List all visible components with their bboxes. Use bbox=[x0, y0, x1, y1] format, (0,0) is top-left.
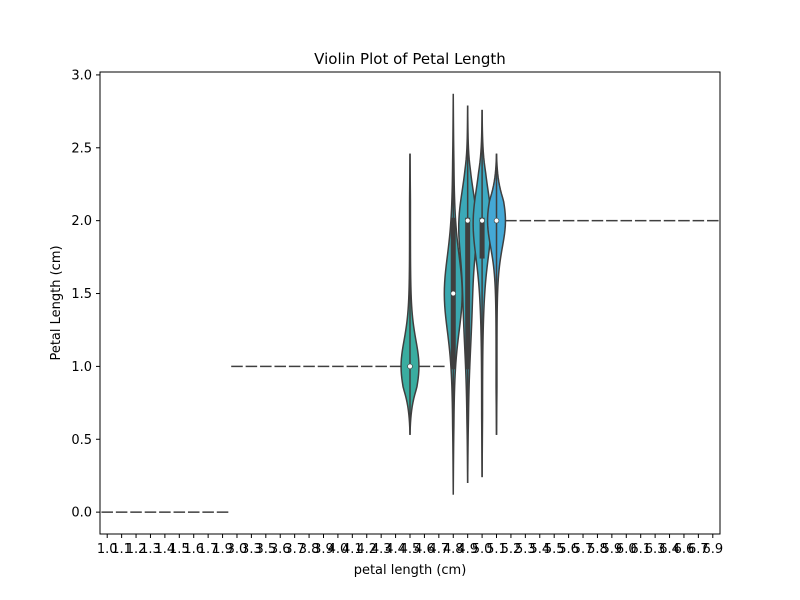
x-tick-label: 4.7 bbox=[428, 542, 449, 557]
x-tick-label: 4.1 bbox=[342, 542, 363, 557]
violin-iqr-5.0 bbox=[479, 217, 485, 259]
x-tick-label: 1.9 bbox=[212, 542, 233, 557]
x-tick-label: 6.4 bbox=[659, 542, 680, 557]
x-tick-label: 1.5 bbox=[169, 542, 190, 557]
y-tick-label: 0.5 bbox=[71, 433, 92, 448]
x-tick-label: 6.0 bbox=[616, 542, 637, 557]
x-axis: 1.01.11.21.31.41.51.61.71.93.03.33.53.63… bbox=[97, 534, 723, 557]
x-tick-label: 4.9 bbox=[457, 542, 478, 557]
y-tick-label: 3.0 bbox=[71, 68, 92, 83]
y-tick-label: 1.0 bbox=[71, 360, 92, 375]
x-tick-label: 5.0 bbox=[472, 542, 493, 557]
x-axis-label: petal length (cm) bbox=[354, 563, 467, 578]
y-tick-label: 1.5 bbox=[71, 287, 92, 302]
x-tick-label: 1.2 bbox=[126, 542, 147, 557]
y-tick-label: 0.0 bbox=[71, 506, 92, 521]
x-tick-label: 1.4 bbox=[155, 542, 176, 557]
x-tick-label: 6.3 bbox=[645, 542, 666, 557]
x-tick-label: 4.2 bbox=[356, 542, 377, 557]
y-axis-label: Petal Length (cm) bbox=[49, 245, 64, 360]
x-tick-label: 3.5 bbox=[255, 542, 276, 557]
x-tick-label: 6.6 bbox=[674, 542, 695, 557]
x-tick-label: 1.3 bbox=[140, 542, 161, 557]
x-tick-label: 3.7 bbox=[284, 542, 305, 557]
plot-area bbox=[101, 93, 719, 513]
x-tick-label: 4.3 bbox=[371, 542, 392, 557]
x-tick-label: 3.9 bbox=[313, 542, 334, 557]
violin-median-4.5 bbox=[407, 363, 413, 370]
y-tick-label: 2.0 bbox=[71, 214, 92, 229]
x-tick-label: 5.7 bbox=[573, 542, 594, 557]
x-tick-label: 5.1 bbox=[486, 542, 507, 557]
x-tick-label: 3.0 bbox=[227, 542, 248, 557]
x-tick-label: 1.1 bbox=[111, 542, 132, 557]
x-tick-label: 4.6 bbox=[414, 542, 435, 557]
violin-median-5.1 bbox=[493, 217, 500, 224]
violin-median-4.8 bbox=[450, 290, 456, 297]
x-tick-label: 1.6 bbox=[183, 542, 204, 557]
x-tick-label: 4.0 bbox=[328, 542, 349, 557]
x-tick-label: 5.5 bbox=[544, 542, 565, 557]
x-tick-label: 6.9 bbox=[702, 542, 723, 557]
x-tick-label: 1.0 bbox=[97, 542, 118, 557]
chart-title: Violin Plot of Petal Length bbox=[314, 50, 506, 68]
y-axis: 0.0 0.5 1.0 1.5 2.0 2.5 3.0 bbox=[71, 68, 100, 521]
violin-median-5.0 bbox=[479, 217, 485, 224]
x-tick-label: 5.9 bbox=[602, 542, 623, 557]
x-tick-label: 5.2 bbox=[501, 542, 522, 557]
violin-median-4.9 bbox=[464, 217, 471, 224]
x-tick-label: 4.5 bbox=[400, 542, 421, 557]
x-tick-label: 3.8 bbox=[299, 542, 320, 557]
x-tick-label: 6.1 bbox=[630, 542, 651, 557]
x-tick-label: 5.8 bbox=[587, 542, 608, 557]
x-tick-label: 4.8 bbox=[443, 542, 464, 557]
x-tick-label: 5.6 bbox=[558, 542, 579, 557]
x-tick-label: 3.3 bbox=[241, 542, 262, 557]
x-tick-label: 5.4 bbox=[529, 542, 550, 557]
x-tick-label: 1.7 bbox=[198, 542, 219, 557]
x-tick-label: 3.6 bbox=[270, 542, 291, 557]
y-tick-label: 2.5 bbox=[71, 141, 92, 156]
x-tick-label: 5.3 bbox=[515, 542, 536, 557]
violin-iqr-4.9 bbox=[465, 217, 471, 370]
x-tick-label: 6.7 bbox=[688, 542, 709, 557]
x-tick-label: 4.4 bbox=[385, 542, 406, 557]
